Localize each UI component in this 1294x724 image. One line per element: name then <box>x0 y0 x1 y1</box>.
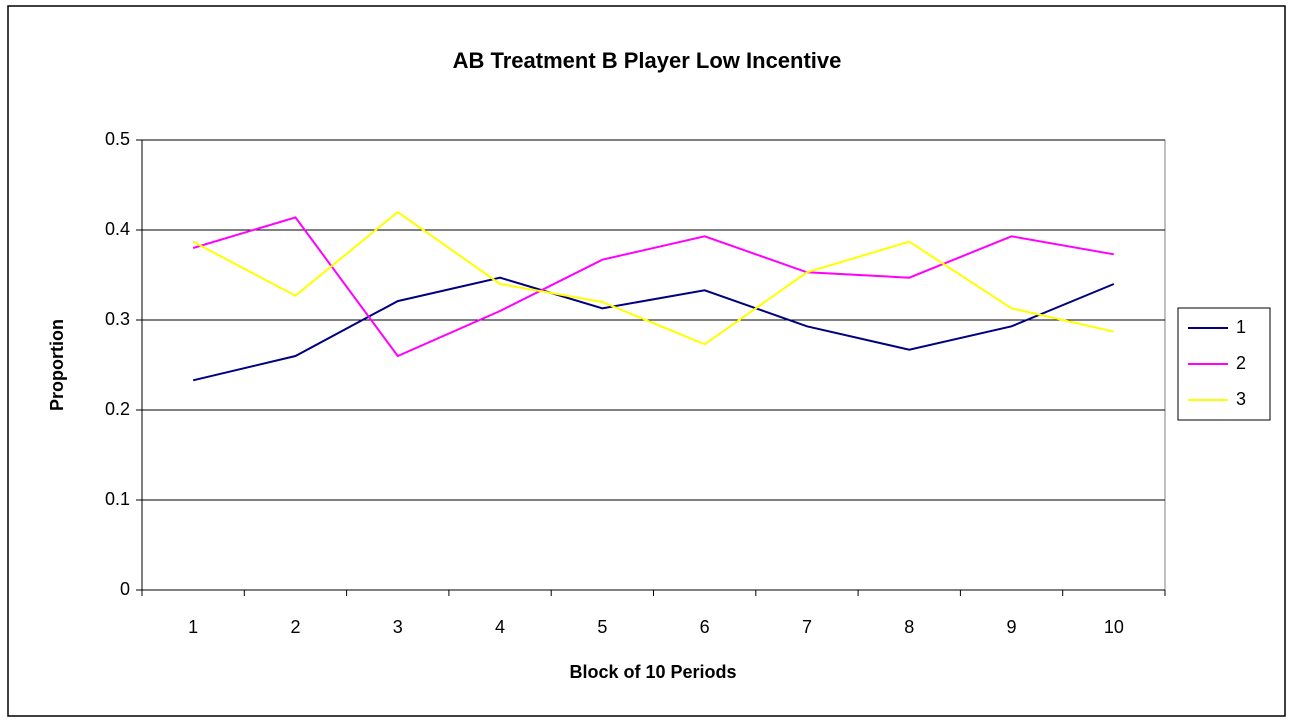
x-tick-label: 9 <box>1007 617 1017 637</box>
x-tick-label: 2 <box>290 617 300 637</box>
y-tick-label: 0 <box>120 579 130 599</box>
x-tick-label: 6 <box>700 617 710 637</box>
chart-title: AB Treatment B Player Low Incentive <box>453 48 842 73</box>
x-tick-label: 3 <box>393 617 403 637</box>
y-axis-label: Proportion <box>47 319 67 411</box>
series-line <box>192 210 1115 346</box>
x-tick-label: 1 <box>188 617 198 637</box>
y-tick-label: 0.3 <box>105 309 130 329</box>
x-tick-label: 4 <box>495 617 505 637</box>
x-tick-label: 5 <box>597 617 607 637</box>
x-tick-label: 7 <box>802 617 812 637</box>
legend-label: 2 <box>1236 353 1246 373</box>
x-tick-label: 8 <box>904 617 914 637</box>
y-tick-label: 0.2 <box>105 399 130 419</box>
plot-area <box>141 139 1166 591</box>
series-line <box>192 276 1115 382</box>
y-tick-label: 0.4 <box>105 219 130 239</box>
y-tick-label: 0.1 <box>105 489 130 509</box>
legend-label: 1 <box>1236 317 1246 337</box>
y-tick-label: 0.5 <box>105 129 130 149</box>
x-axis-label: Block of 10 Periods <box>569 662 736 682</box>
x-tick-label: 10 <box>1104 617 1124 637</box>
series-line <box>192 216 1115 358</box>
legend-label: 3 <box>1236 389 1246 409</box>
